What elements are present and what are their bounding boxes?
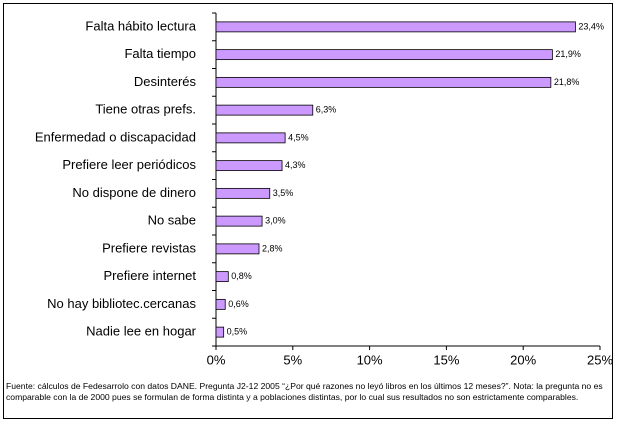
value-label: 4,3%: [285, 160, 306, 170]
bar: [215, 243, 260, 255]
bar: [215, 76, 552, 88]
bar: [215, 298, 226, 310]
category-label: Prefiere leer periódicos: [62, 157, 196, 172]
value-label: 21,8%: [554, 77, 580, 87]
bar: [215, 160, 283, 172]
chart-frame: [3, 3, 613, 419]
category-label: Enfermedad o discapacidad: [35, 129, 196, 144]
x-tick-label: 25%: [587, 352, 613, 367]
x-tick-label: 15%: [433, 352, 459, 367]
category-label: Desinterés: [134, 74, 197, 89]
bar: [215, 104, 314, 116]
x-tick-label: 0%: [207, 352, 226, 367]
category-label: Prefiere revistas: [102, 240, 196, 255]
value-label: 0,6%: [228, 299, 249, 309]
category-label: No hay bibliotec.cercanas: [47, 296, 196, 311]
value-label: 4,5%: [288, 132, 309, 142]
category-label: Tiene otras prefs.: [95, 102, 196, 117]
category-label: Falta hábito lectura: [85, 18, 196, 33]
category-label: Nadie lee en hogar: [86, 324, 197, 339]
category-label: Prefiere internet: [104, 268, 197, 283]
footnote: Fuente: cálculos de Fedesarrolo con dato…: [6, 381, 603, 402]
x-tick-label: 5%: [283, 352, 302, 367]
value-label: 23,4%: [578, 21, 604, 31]
value-label: 2,8%: [262, 243, 283, 253]
category-label: No sabe: [148, 213, 196, 228]
bar: [215, 215, 263, 227]
x-tick-label: 10%: [357, 352, 383, 367]
bar: [215, 132, 286, 144]
value-label: 3,0%: [265, 216, 286, 226]
bar: [215, 271, 229, 283]
x-tick-label: 20%: [510, 352, 536, 367]
value-label: 3,5%: [273, 188, 294, 198]
value-label: 0,5%: [227, 327, 248, 337]
bar: [215, 49, 553, 61]
bar: [215, 21, 576, 33]
value-label: 0,8%: [231, 271, 252, 281]
value-label: 6,3%: [316, 105, 337, 115]
category-label: No dispone de dinero: [72, 185, 196, 200]
category-label: Falta tiempo: [124, 46, 196, 61]
bar: [215, 326, 225, 338]
bar: [215, 187, 271, 199]
value-label: 21,9%: [555, 49, 581, 59]
